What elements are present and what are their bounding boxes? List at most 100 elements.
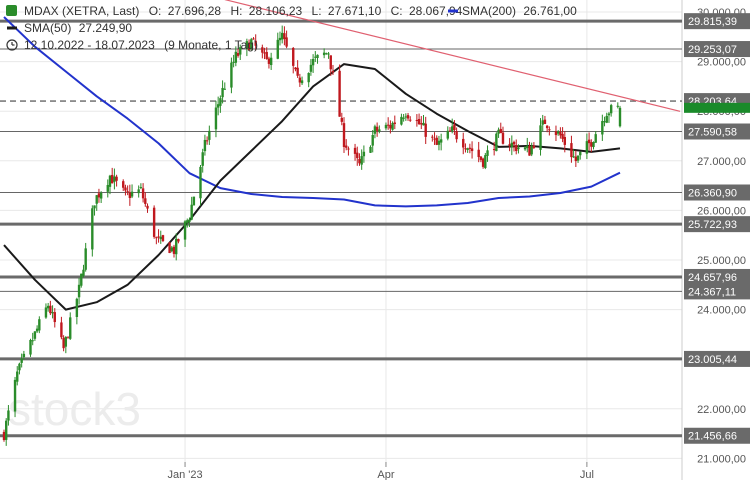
candle-body xyxy=(113,176,116,182)
candle-body xyxy=(451,126,454,131)
candle-body xyxy=(371,134,374,146)
candle-body xyxy=(431,136,434,138)
candle-body xyxy=(64,336,68,347)
candle-body xyxy=(250,39,253,49)
legend: MDAX (XETRA, Last) O: 27.696,28 H: 28.10… xyxy=(6,4,577,52)
candle-body xyxy=(183,221,187,240)
level-tag xyxy=(684,350,750,367)
candle-body xyxy=(609,105,613,114)
candle-body xyxy=(556,131,560,134)
candle-body xyxy=(327,53,330,55)
y-tick-label: 25.000,00 xyxy=(697,255,746,267)
svg-text:12.10.2022 - 18.07.2023: 12.10.2022 - 18.07.2023 (9 Monate, 1 Tag… xyxy=(24,38,258,52)
level-tag-label: 23.005,44 xyxy=(688,354,737,366)
candle-body xyxy=(267,58,271,64)
svg-text:SMA(200) 26.761,00: SMA(200) 26.761,00 xyxy=(462,4,577,18)
close-value: 28.067,94 xyxy=(409,4,463,18)
sma50-layer xyxy=(3,63,621,311)
candle-body xyxy=(541,120,544,125)
candle-body xyxy=(236,53,240,56)
candle-body xyxy=(5,420,8,440)
candle-body xyxy=(492,149,496,151)
candle-body xyxy=(499,128,502,134)
candle-body xyxy=(435,137,438,145)
y-tick-label: 22.000,00 xyxy=(697,404,746,416)
candle-body xyxy=(31,340,34,342)
x-tick-label: Apr xyxy=(377,469,394,480)
candle-body xyxy=(33,331,37,339)
period-label: (9 Monate, 1 Tag) xyxy=(164,38,258,52)
level-tag xyxy=(684,427,750,444)
candle-body xyxy=(497,129,500,134)
x-tick-label: Jan '23 xyxy=(167,469,202,480)
candle-body xyxy=(99,192,103,199)
candle-body xyxy=(84,248,87,270)
candle-body xyxy=(296,67,299,76)
candle-body xyxy=(437,140,441,145)
candle-body xyxy=(605,115,608,123)
level-tag xyxy=(684,268,750,285)
candle-body xyxy=(338,70,341,117)
candle-body xyxy=(375,126,379,131)
legend-row-sma50: SMA(50) 27.249,90 xyxy=(7,21,132,35)
sma50-label: SMA(50) xyxy=(24,21,71,35)
candle-body xyxy=(186,220,189,223)
candle-body xyxy=(252,38,255,40)
level-tag-label: 29.253,07 xyxy=(688,44,737,56)
x-tick-label: Jul xyxy=(580,469,594,480)
candle-body xyxy=(219,98,222,106)
sma50-line xyxy=(3,63,621,311)
candle-body xyxy=(22,353,26,358)
candle-body xyxy=(188,219,191,222)
candle-body xyxy=(523,147,527,150)
y-tick-label: 27.000,00 xyxy=(697,156,746,168)
candle-body xyxy=(49,305,52,314)
candle-body xyxy=(46,305,50,309)
sma200-value: 26.761,00 xyxy=(523,4,577,18)
candle-body xyxy=(20,358,23,363)
candle-body xyxy=(378,129,381,132)
candle-body xyxy=(515,145,518,152)
level-tag xyxy=(684,283,750,300)
candle-body xyxy=(528,145,531,156)
candle-body xyxy=(486,150,489,156)
candle-body xyxy=(294,67,297,70)
candle-body xyxy=(278,37,282,41)
candle-body xyxy=(400,116,403,125)
candle-body xyxy=(170,247,173,252)
candle-body xyxy=(415,120,419,122)
y-tick-label: 21.000,00 xyxy=(697,453,746,465)
candle-body xyxy=(168,242,171,254)
y-tick-label: 24.000,00 xyxy=(697,305,746,317)
candle-body xyxy=(543,119,547,125)
candle-body xyxy=(340,117,344,122)
candle-body xyxy=(141,188,145,199)
trendline xyxy=(224,0,681,112)
candle-body xyxy=(205,140,209,142)
low-label: L: xyxy=(312,4,322,18)
candle-body xyxy=(393,122,396,124)
date-range: 12.10.2022 - 18.07.2023 xyxy=(24,38,155,52)
candle-body xyxy=(7,410,10,421)
candle-body xyxy=(316,54,319,58)
sma50-value: 27.249,90 xyxy=(79,21,133,35)
candle-body xyxy=(97,193,101,198)
close-label: C: xyxy=(391,4,403,18)
candle-body xyxy=(331,71,335,73)
candle-body xyxy=(157,236,160,238)
candle-body xyxy=(66,337,70,339)
candle-body xyxy=(601,121,604,135)
candle-body xyxy=(60,322,63,338)
candle-body xyxy=(269,57,273,66)
candle-body xyxy=(38,319,41,331)
candle-body xyxy=(422,122,425,126)
candle-body xyxy=(29,339,32,355)
candle-body xyxy=(307,73,310,83)
candle-body xyxy=(300,80,304,84)
candle-body xyxy=(501,132,505,144)
candle-body xyxy=(130,191,134,197)
candle-body xyxy=(175,238,178,255)
candle-body xyxy=(234,51,238,63)
candle-body xyxy=(69,317,72,339)
